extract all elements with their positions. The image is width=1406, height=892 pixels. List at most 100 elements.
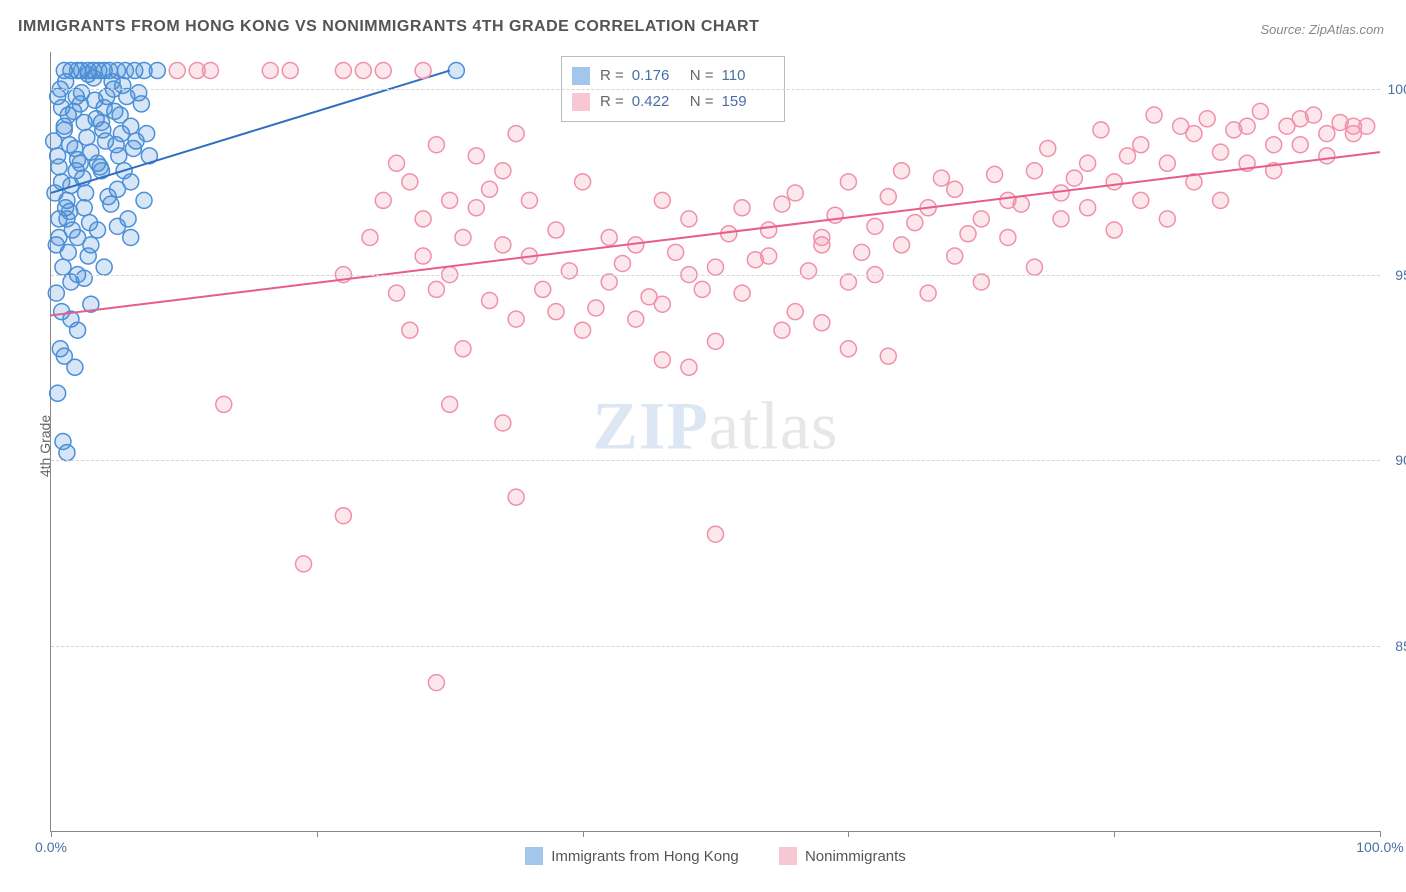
data-point: [894, 163, 910, 179]
data-point: [614, 255, 630, 271]
scatter-svg: [51, 52, 1380, 831]
data-point: [747, 252, 763, 268]
data-point: [840, 341, 856, 357]
data-point: [508, 311, 524, 327]
data-point: [76, 200, 92, 216]
data-point: [355, 63, 371, 79]
y-tick-label: 85.0%: [1385, 638, 1406, 654]
data-point: [402, 174, 418, 190]
data-point: [94, 114, 110, 130]
data-point: [55, 259, 71, 275]
data-point: [415, 63, 431, 79]
data-point: [100, 189, 116, 205]
data-point: [96, 100, 112, 116]
data-point: [1213, 144, 1229, 160]
data-point: [67, 140, 83, 156]
data-point: [907, 215, 923, 231]
data-point: [654, 352, 670, 368]
data-point: [428, 137, 444, 153]
data-point: [774, 322, 790, 338]
data-point: [442, 192, 458, 208]
data-point: [548, 304, 564, 320]
data-point: [1226, 122, 1242, 138]
data-point: [787, 304, 803, 320]
legend-label-1: Nonimmigrants: [805, 848, 906, 865]
data-point: [641, 289, 657, 305]
legend-swatch-b0: [525, 847, 543, 865]
data-point: [104, 74, 120, 90]
data-point: [482, 181, 498, 197]
data-point: [1159, 155, 1175, 171]
data-point: [1173, 118, 1189, 134]
data-point: [375, 192, 391, 208]
data-point: [1066, 170, 1082, 186]
data-point: [1133, 192, 1149, 208]
data-point: [54, 304, 70, 320]
data-point: [90, 222, 106, 238]
data-point: [80, 66, 96, 82]
data-point: [335, 63, 351, 79]
x-tick-mark: [317, 831, 318, 837]
data-point: [508, 489, 524, 505]
data-point: [335, 508, 351, 524]
data-point: [136, 192, 152, 208]
data-point: [548, 222, 564, 238]
data-point: [694, 281, 710, 297]
data-point: [708, 259, 724, 275]
data-point: [1279, 118, 1295, 134]
source-attribution: Source: ZipAtlas.com: [1260, 22, 1384, 37]
data-point: [96, 259, 112, 275]
data-point: [668, 244, 684, 260]
x-tick-mark: [51, 831, 52, 837]
data-point: [59, 211, 75, 227]
data-point: [415, 211, 431, 227]
data-point: [960, 226, 976, 242]
data-point: [296, 556, 312, 572]
r-label: R =: [600, 89, 624, 115]
chart-title: IMMIGRANTS FROM HONG KONG VS NONIMMIGRAN…: [18, 18, 759, 36]
data-point: [1213, 192, 1229, 208]
data-point: [402, 322, 418, 338]
x-tick-mark: [1114, 831, 1115, 837]
data-point: [83, 237, 99, 253]
data-point: [72, 96, 88, 112]
data-point: [56, 348, 72, 364]
series-legend: Immigrants from Hong Kong Nonimmigrants: [51, 847, 1380, 869]
data-point: [468, 148, 484, 164]
data-point: [1026, 163, 1042, 179]
data-point: [51, 159, 67, 175]
data-point: [51, 229, 67, 245]
data-point: [1106, 222, 1122, 238]
data-point: [495, 415, 511, 431]
data-point: [575, 322, 591, 338]
data-point: [734, 285, 750, 301]
data-point: [442, 396, 458, 412]
data-point: [375, 63, 391, 79]
data-point: [774, 196, 790, 212]
data-point: [70, 322, 86, 338]
data-point: [63, 274, 79, 290]
n-label: N =: [690, 63, 714, 89]
data-point: [1306, 107, 1322, 123]
data-point: [1053, 211, 1069, 227]
data-point: [535, 281, 551, 297]
trend-line: [51, 152, 1380, 315]
data-point: [947, 248, 963, 264]
data-point: [734, 200, 750, 216]
data-point: [468, 200, 484, 216]
data-point: [495, 237, 511, 253]
data-point: [128, 133, 144, 149]
data-point: [854, 244, 870, 260]
data-point: [987, 166, 1003, 182]
data-point: [428, 281, 444, 297]
data-point: [112, 107, 128, 123]
data-point: [60, 244, 76, 260]
data-point: [1133, 137, 1149, 153]
data-point: [1040, 140, 1056, 156]
plot-area: ZIPatlas R = 0.176 N = 110 R = 0.422 N =…: [50, 52, 1380, 832]
data-point: [455, 229, 471, 245]
data-point: [561, 263, 577, 279]
data-point: [216, 396, 232, 412]
r-value-0: 0.176: [632, 63, 680, 89]
data-point: [761, 222, 777, 238]
